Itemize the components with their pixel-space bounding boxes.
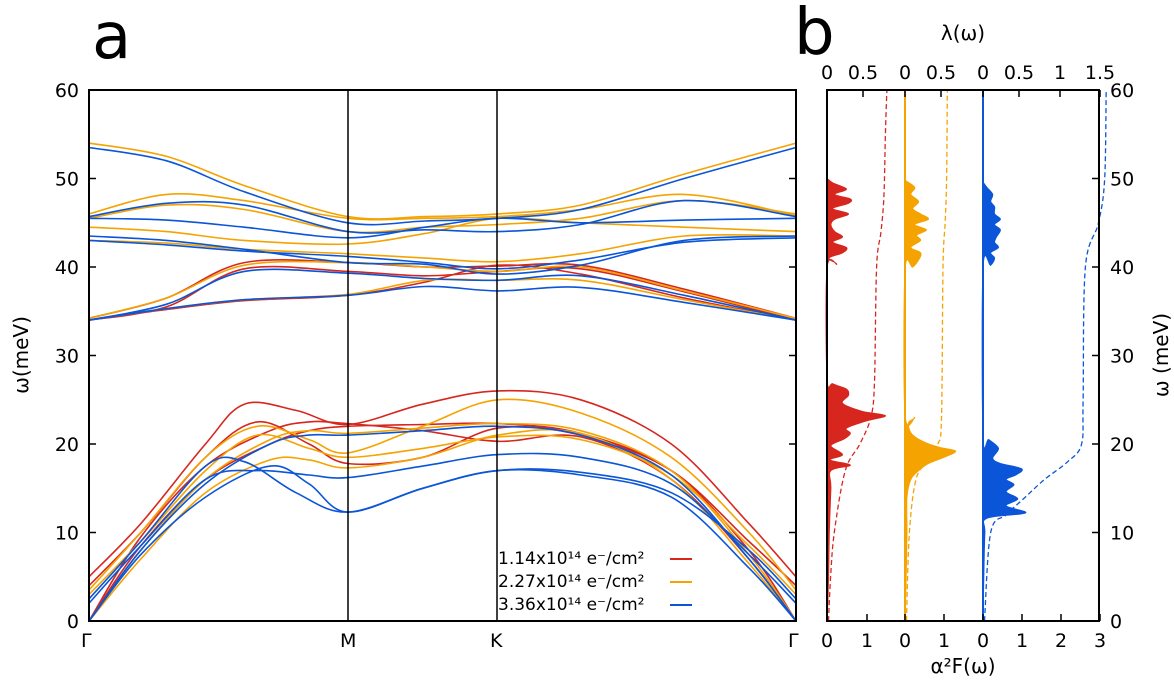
- a2f-series-1: [825, 89, 888, 622]
- a2f-tick-label: 0: [977, 630, 989, 652]
- a2f-tick-label: 2: [1055, 630, 1067, 652]
- dispersion-bands: [88, 142, 797, 622]
- lambda-tick-label: 0: [977, 62, 989, 84]
- panel-a-yticks: 0 10 20 30 40 50 60: [55, 80, 796, 633]
- panel-b-letter: b: [794, 0, 835, 70]
- a2f-series: [825, 89, 1107, 622]
- lambda-curve: [905, 89, 948, 622]
- band-line: [88, 193, 797, 221]
- a2f-tick-label: 1: [1016, 630, 1028, 652]
- panel-a-ytick-label: 30: [55, 346, 79, 368]
- series-3-bands: [88, 146, 797, 622]
- panel-b-yticks: 0 10 20 30 40 50 60: [1092, 80, 1134, 633]
- band-line: [88, 389, 797, 578]
- panel-b-ytick-label: 20: [1110, 434, 1134, 456]
- band-line: [88, 260, 797, 320]
- band-line: [88, 237, 797, 270]
- lambda-tick-label: 0.5: [848, 62, 878, 84]
- lambda-curve: [827, 89, 888, 622]
- band-line: [88, 142, 797, 220]
- panel-b-ytick-label: 60: [1110, 80, 1134, 102]
- band-line: [88, 146, 797, 226]
- band-line: [88, 265, 797, 321]
- series-2-bands: [88, 142, 797, 622]
- lambda-curve: [983, 89, 1107, 622]
- panel-a-ytick-label: 10: [55, 523, 79, 545]
- lambda-tick-label: 0.5: [926, 62, 956, 84]
- band-line: [88, 422, 797, 622]
- series-1-bands: [88, 258, 797, 622]
- band-line: [88, 398, 797, 591]
- lambda-tick-label: 0: [899, 62, 911, 84]
- panel-b-ytick-label: 40: [1110, 257, 1134, 279]
- panel-b-ytick-label: 0: [1110, 611, 1122, 633]
- a2f-area: [903, 179, 957, 622]
- panel-a-ytick-label: 40: [55, 257, 79, 279]
- band-line: [88, 235, 797, 275]
- panel-b-ylabel: ω (meV): [1149, 313, 1173, 397]
- kpoint-label-gamma-end: Γ: [788, 630, 799, 652]
- a2f-tick-label: 0: [821, 630, 833, 652]
- panel-a: 0 10 20 30 40 50 60 Γ M K Γ ω(meV) 1.14x10¹⁴ e…: [9, 80, 799, 652]
- a2f-tick-label: 1: [938, 630, 950, 652]
- lambda-ticks: 0 0.5 0 0.5 0 0.5 1 1.5: [821, 62, 1115, 97]
- band-line: [88, 268, 797, 321]
- lambda-tick-label: 0: [821, 62, 833, 84]
- legend-entry-3: 3.36x10¹⁴ e⁻/cm²: [498, 595, 692, 615]
- kpoint-label-k: K: [490, 630, 503, 652]
- band-line: [88, 433, 797, 596]
- band-line: [88, 452, 797, 604]
- a2f-tick-label: 3: [1094, 630, 1106, 652]
- band-line: [88, 233, 797, 263]
- legend-label-1: 1.14x10¹⁴ e⁻/cm²: [498, 549, 644, 569]
- legend: 1.14x10¹⁴ e⁻/cm² 2.27x10¹⁴ e⁻/cm² 3.36x1…: [498, 549, 692, 615]
- kpoint-label-m: M: [340, 630, 356, 652]
- panel-b-ytick-label: 30: [1110, 346, 1134, 368]
- band-line: [88, 456, 797, 600]
- band-line: [88, 199, 797, 234]
- legend-entry-1: 1.14x10¹⁴ e⁻/cm²: [498, 549, 692, 569]
- legend-label-2: 2.27x10¹⁴ e⁻/cm²: [498, 572, 644, 592]
- a2f-ticks: 0 1 0 1 0 1 2 3: [821, 614, 1106, 652]
- a2f-tick-label: 1: [861, 630, 873, 652]
- lambda-tick-label: 1.5: [1085, 62, 1115, 84]
- lambda-tick-label: 1: [1054, 62, 1066, 84]
- panel-b-ytick-label: 50: [1110, 169, 1134, 191]
- a2f-axis-label: α²F(ω): [930, 654, 995, 678]
- panel-b-ytick-label: 10: [1110, 523, 1134, 545]
- legend-label-3: 3.36x10¹⁴ e⁻/cm²: [498, 595, 644, 615]
- kpoint-label-gamma-start: Γ: [81, 630, 92, 652]
- panel-a-ytick-label: 60: [55, 80, 79, 102]
- band-line: [88, 217, 797, 246]
- panel-b-frame: [826, 89, 1100, 622]
- legend-entry-2: 2.27x10¹⁴ e⁻/cm²: [498, 572, 692, 592]
- a2f-series-2: [903, 89, 957, 622]
- lambda-tick-label: 0.5: [1004, 62, 1034, 84]
- band-line: [88, 422, 797, 622]
- panel-a-letter: a: [92, 0, 131, 74]
- panel-a-frame: [88, 89, 797, 622]
- band-line: [88, 428, 797, 622]
- lambda-axis-label: λ(ω): [941, 21, 985, 45]
- band-line: [88, 264, 797, 321]
- a2f-tick-label: 0: [899, 630, 911, 652]
- panel-a-ylabel: ω(meV): [9, 316, 33, 394]
- band-line: [88, 425, 797, 622]
- a2f-area: [825, 177, 887, 622]
- band-line: [88, 285, 797, 321]
- panel-a-ytick-label: 50: [55, 169, 79, 191]
- panel-a-ytick-label: 0: [67, 611, 79, 633]
- panel-a-ytick-label: 20: [55, 434, 79, 456]
- a2f-series-3: [981, 89, 1107, 622]
- band-line: [88, 217, 797, 239]
